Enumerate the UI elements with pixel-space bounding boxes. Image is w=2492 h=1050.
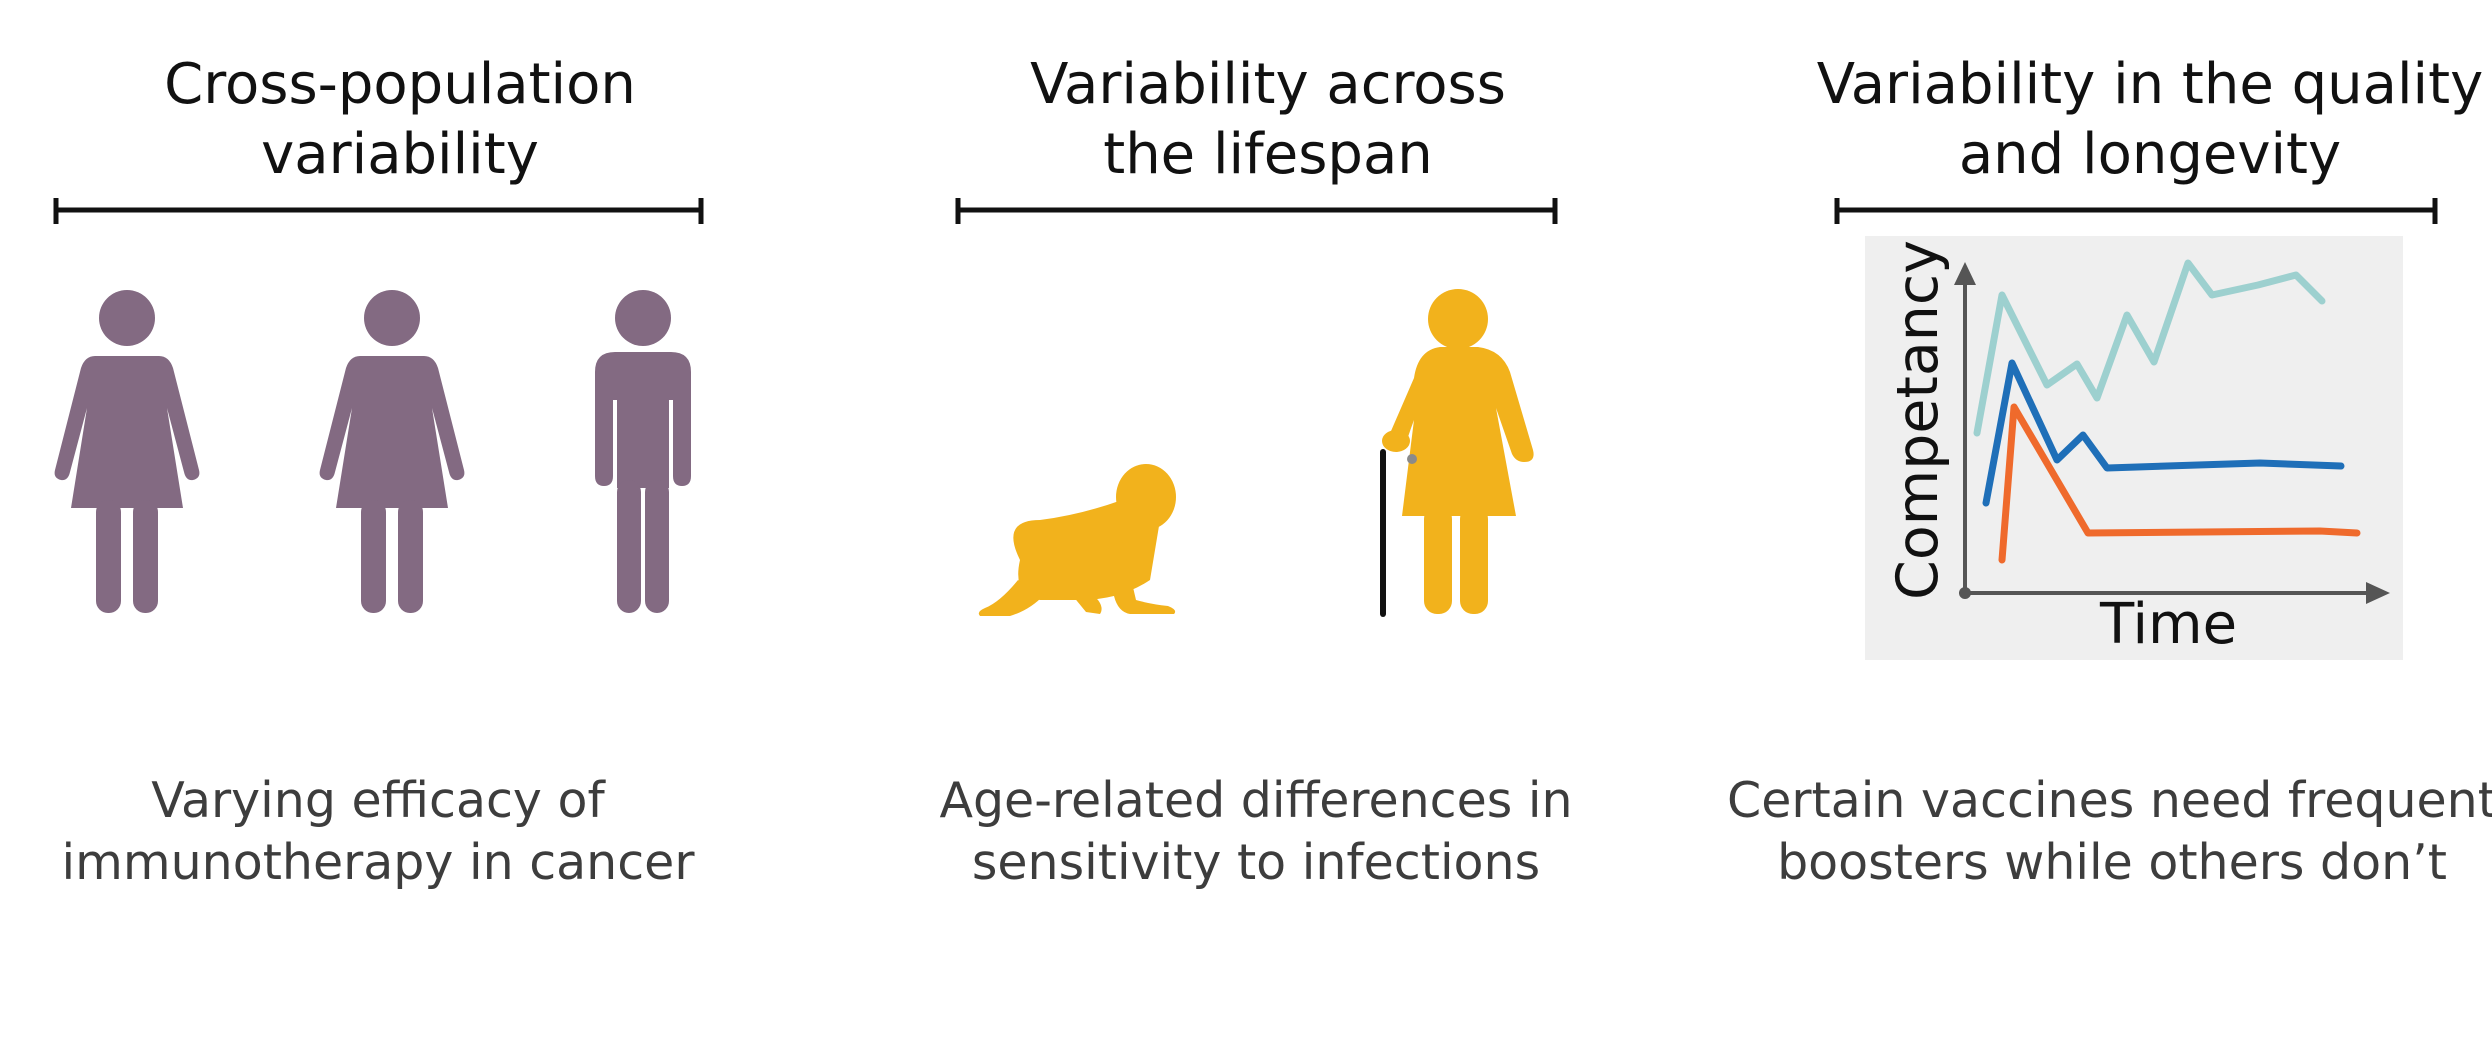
panel-2-caption: Age-related differences in sensitivity t… (906, 770, 1606, 894)
panel-2-title-line-1: Variability across (1030, 52, 1506, 117)
panel-3-caption: Certain vaccines need frequent boosters … (1722, 770, 2492, 894)
panel-1-caption-line-2: immunotherapy in cancer (61, 834, 695, 891)
crawling-baby-icon (978, 464, 1176, 616)
woman-icon (54, 290, 200, 613)
panel-2-title-line-2: the lifespan (1103, 122, 1433, 187)
panel-1-caption-line-1: Varying efficacy of (151, 772, 605, 829)
x-axis-arrow (2366, 582, 2390, 604)
origin-dot (1959, 587, 1971, 599)
panel-2-title: Variability across the lifespan (968, 50, 1568, 190)
panel-3-bracket (1834, 198, 2438, 224)
elderly-woman-with-cane-icon (1380, 289, 1534, 617)
panel-3-caption-line-1: Certain vaccines need frequent (1727, 772, 2492, 829)
panel-1-caption: Varying efficacy of immunotherapy in can… (28, 770, 728, 894)
inset-chart (1865, 236, 2403, 660)
panel-3-caption-line-2: boosters while others don’t (1777, 834, 2447, 891)
blue-line (1982, 359, 2345, 507)
man-icon (595, 290, 691, 613)
chart-y-label: Competancy (1885, 240, 1951, 600)
chart-background (1865, 236, 2403, 660)
panel-1-title: Cross-population variability (100, 50, 700, 190)
y-axis-arrow (1954, 262, 1976, 285)
chart-x-label: Time (2100, 592, 2238, 657)
panel-2-bracket (955, 198, 1558, 224)
panel-1-title-line-1: Cross-population (164, 52, 636, 117)
panel-1-bracket (53, 198, 704, 224)
orange-line (1998, 403, 2361, 564)
panel-2-caption-line-1: Age-related differences in (939, 772, 1573, 829)
panel-3-title-line-2: and longevity (1958, 122, 2342, 187)
panel-3-title-line-1: Variability in the quality (1816, 52, 2484, 117)
panel-2-caption-line-2: sensitivity to infections (971, 834, 1541, 891)
woman-icon (319, 290, 465, 613)
panel-1-title-line-2: variability (261, 122, 539, 187)
panel-3-title: Variability in the quality and longevity (1790, 50, 2492, 190)
teal-line (1973, 259, 2326, 437)
